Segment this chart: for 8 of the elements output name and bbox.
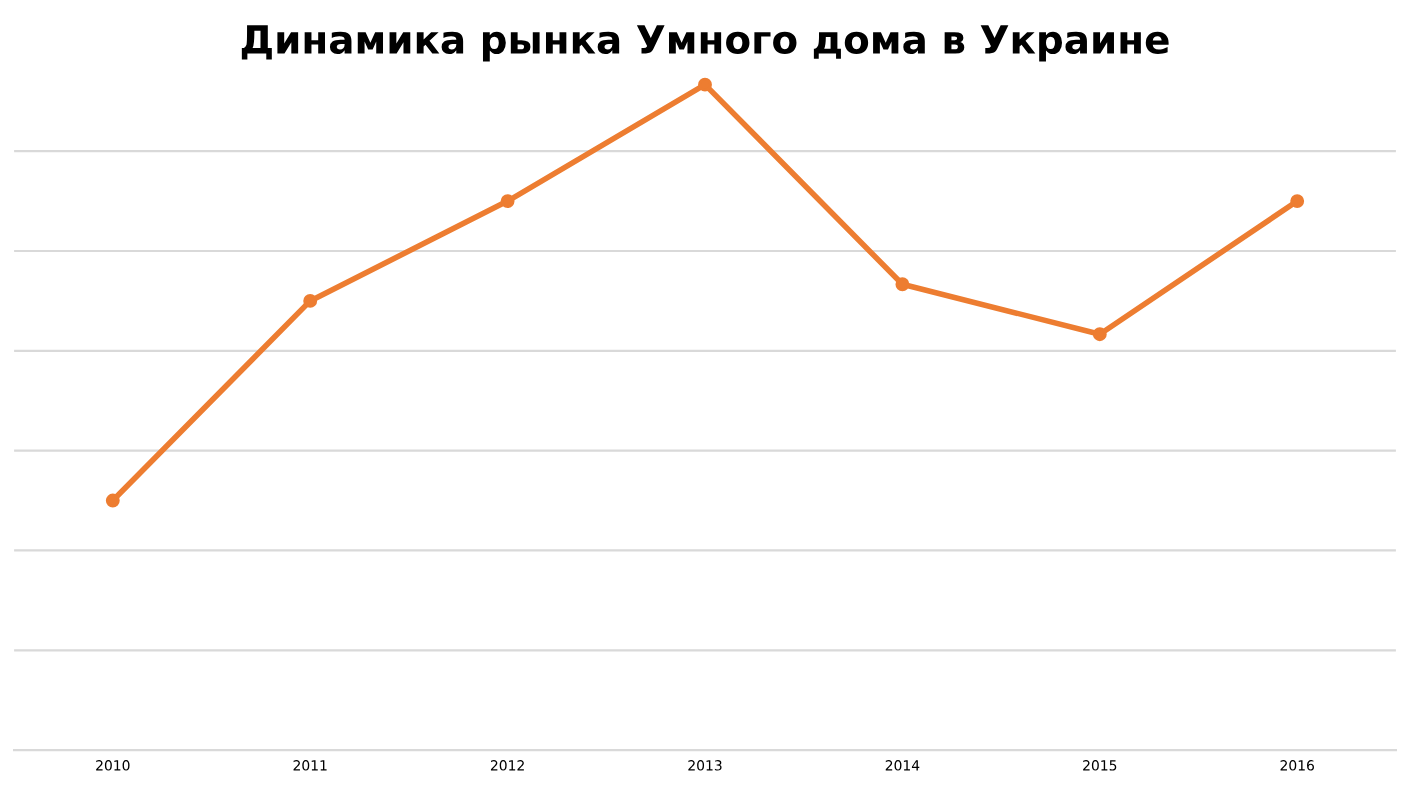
point [895, 277, 910, 292]
point [105, 493, 120, 508]
point [1092, 327, 1107, 342]
point [303, 293, 318, 308]
point [500, 194, 515, 209]
point [698, 77, 712, 92]
chart-title: Динамика рынка Умного дома в Украине [241, 25, 1169, 62]
point [1290, 194, 1305, 209]
